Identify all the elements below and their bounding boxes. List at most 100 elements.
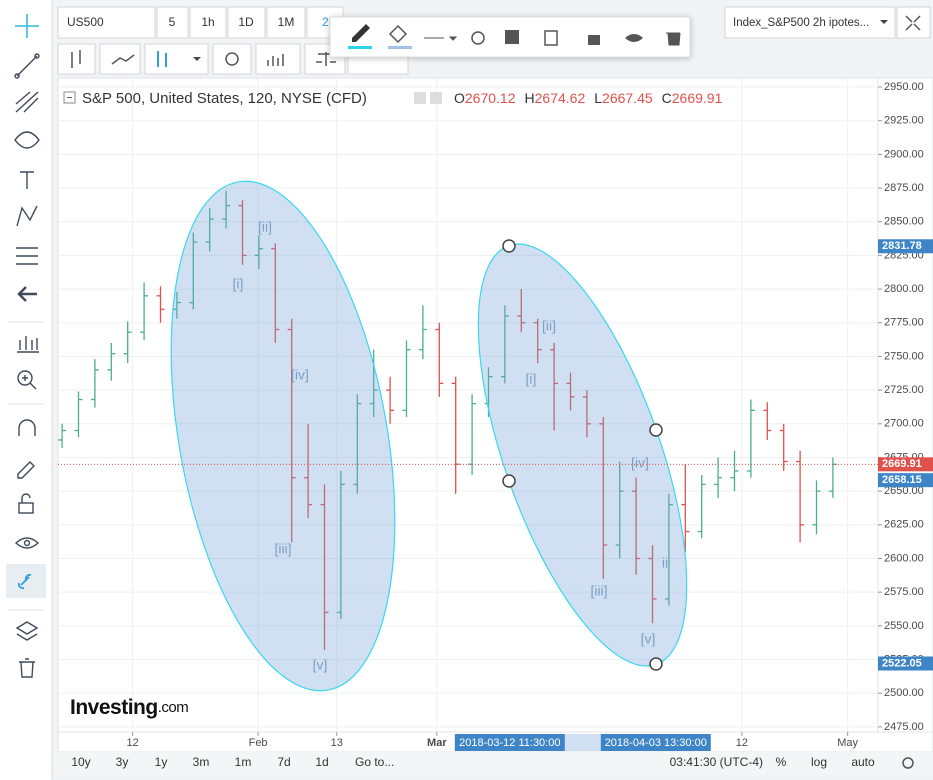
bars	[58, 190, 837, 651]
settings-icon[interactable]	[902, 757, 914, 769]
y-tick-label: 2500.00	[884, 687, 924, 699]
line-tool[interactable]	[14, 53, 40, 79]
range-button[interactable]: 3y	[116, 755, 129, 769]
clock: 03:41:30 (UTC-4)	[670, 755, 763, 769]
pitchfork-tool[interactable]	[15, 91, 39, 113]
fib-tool[interactable]	[16, 247, 38, 265]
handle[interactable]	[502, 239, 516, 253]
series-title: S&P 500, United States, 120, NYSE (CFD)	[82, 90, 367, 107]
interval-button[interactable]	[227, 6, 266, 39]
fullscreen-button[interactable]	[896, 6, 931, 39]
price-label-box	[878, 656, 933, 671]
trash-tool[interactable]	[19, 658, 35, 678]
crosshair-label: 2018-04-03 13:30:00	[605, 737, 707, 749]
back-tool[interactable]	[17, 286, 37, 302]
x-tick-label: 13	[331, 737, 343, 749]
wave-label: [i]	[233, 276, 244, 292]
pattern-tool[interactable]	[16, 205, 38, 227]
range-button[interactable]: 1m	[235, 755, 252, 769]
hide-icon[interactable]	[625, 34, 643, 42]
range-button[interactable]: 1d	[315, 755, 328, 769]
symbol: US500	[67, 15, 104, 29]
wave-label: [v]	[641, 631, 656, 647]
ohlc-key: C	[662, 90, 672, 106]
shape-tool[interactable]	[14, 131, 40, 149]
wave-label: [iii]	[590, 583, 607, 599]
y-tick-label: 2550.00	[884, 620, 924, 632]
delete-icon[interactable]	[666, 32, 681, 46]
price-label-box	[878, 239, 933, 254]
lock-draw-tool[interactable]	[17, 461, 35, 479]
ohlc-key: O	[454, 90, 465, 106]
range-button[interactable]: 3m	[193, 755, 210, 769]
lock-tool[interactable]	[18, 493, 34, 514]
zoom-tool[interactable]	[17, 370, 37, 390]
ohlc-value: 2670.12	[465, 90, 516, 106]
interval-button[interactable]	[266, 6, 306, 39]
symbol-input[interactable]	[57, 6, 156, 39]
settings-button[interactable]	[212, 43, 252, 75]
log-toggle[interactable]: log	[811, 755, 827, 769]
price-label: 2658.15	[882, 474, 922, 486]
y-tick-label: 2475.00	[884, 721, 924, 733]
range-button[interactable]: 10y	[71, 755, 90, 769]
link-tool[interactable]	[17, 573, 32, 590]
crosshair-span	[564, 734, 601, 751]
interval-button[interactable]	[156, 6, 189, 39]
interval-button[interactable]	[189, 6, 227, 39]
wave-label: [iii]	[274, 541, 291, 557]
eye-tool[interactable]	[14, 537, 40, 549]
y-tick-label: 2950.00	[884, 81, 924, 93]
y-tick-label: 2750.00	[884, 350, 924, 362]
handle[interactable]	[649, 657, 663, 671]
layout-select[interactable]	[724, 6, 896, 39]
lock-icon[interactable]	[588, 35, 600, 45]
range-button[interactable]: 1y	[155, 755, 168, 769]
y-tick-label: 2700.00	[884, 418, 924, 430]
handle[interactable]	[649, 423, 663, 437]
y-tick-label: 2925.00	[884, 115, 924, 127]
crosshair-tool[interactable]	[15, 14, 39, 38]
auto-toggle[interactable]: auto	[851, 755, 875, 769]
text-tool[interactable]	[20, 171, 34, 189]
layers-tool[interactable]	[15, 621, 39, 641]
wave-label: [iv]	[631, 455, 649, 471]
clone-icon[interactable]	[544, 30, 558, 46]
wave-label: [iv]	[291, 367, 309, 383]
price-label-box	[878, 457, 933, 472]
ohlc: O2670.12 H2674.62 L2667.45 C2669.91	[454, 90, 723, 106]
fill-icon[interactable]	[388, 24, 408, 44]
panel	[0, 0, 52, 780]
top-toolbar: US500 5 1h 1D 1M 2h Index_S&P500 2h ipot…	[53, 0, 933, 78]
price-label-box	[878, 473, 933, 488]
left-toolbar	[0, 0, 53, 780]
goto-button[interactable]: Go to...	[355, 755, 394, 769]
magnet-tool[interactable]	[18, 419, 36, 436]
visibility-icon[interactable]	[505, 30, 519, 44]
y-tick-label: 2850.00	[884, 216, 924, 228]
layout-name: Index_S&P500 2h ipotes...	[733, 17, 869, 29]
range-bar: 10y 3y 1y 3m 1m 7d 1d Go to... 03:41:30 …	[58, 752, 933, 774]
overlay: 2831.78 2669.91 2658.15 2522.05 2018-03-12 1…	[58, 239, 933, 751]
y-tick-label: 2775.00	[884, 317, 924, 329]
crosshair-label: 2018-03-12 11:30:00	[459, 737, 560, 749]
price-axis	[877, 77, 933, 733]
watermark: Investing.com	[70, 696, 188, 719]
y-tick-label: 2725.00	[884, 384, 924, 396]
ohlc-value: 2667.45	[602, 90, 653, 106]
percent-toggle[interactable]: %	[776, 755, 787, 769]
range-button[interactable]: 7d	[277, 755, 290, 769]
pencil-icon[interactable]	[352, 24, 370, 42]
compare-button[interactable]	[99, 43, 141, 75]
bar-type-button[interactable]	[57, 43, 96, 75]
settings-icon[interactable]	[471, 31, 485, 45]
ohlc-value: 2674.62	[535, 90, 586, 106]
y-tick-label: 2625.00	[884, 519, 924, 531]
handle[interactable]	[502, 474, 516, 488]
line-style[interactable]	[424, 36, 458, 41]
price-label: 2669.91	[882, 458, 922, 470]
ellipse-drawing[interactable]	[136, 164, 430, 708]
grid: 2475.002500.002525.002550.002575.002600.…	[58, 78, 924, 749]
measure-tool[interactable]	[17, 336, 39, 353]
wave-label: [ii]	[258, 219, 272, 235]
